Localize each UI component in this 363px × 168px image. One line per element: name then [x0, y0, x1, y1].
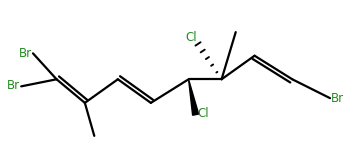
- Text: Br: Br: [331, 92, 344, 105]
- Text: Cl: Cl: [197, 107, 209, 120]
- Text: Br: Br: [7, 79, 20, 92]
- Polygon shape: [188, 79, 199, 115]
- Text: Cl: Cl: [185, 31, 197, 44]
- Text: Br: Br: [19, 47, 32, 60]
